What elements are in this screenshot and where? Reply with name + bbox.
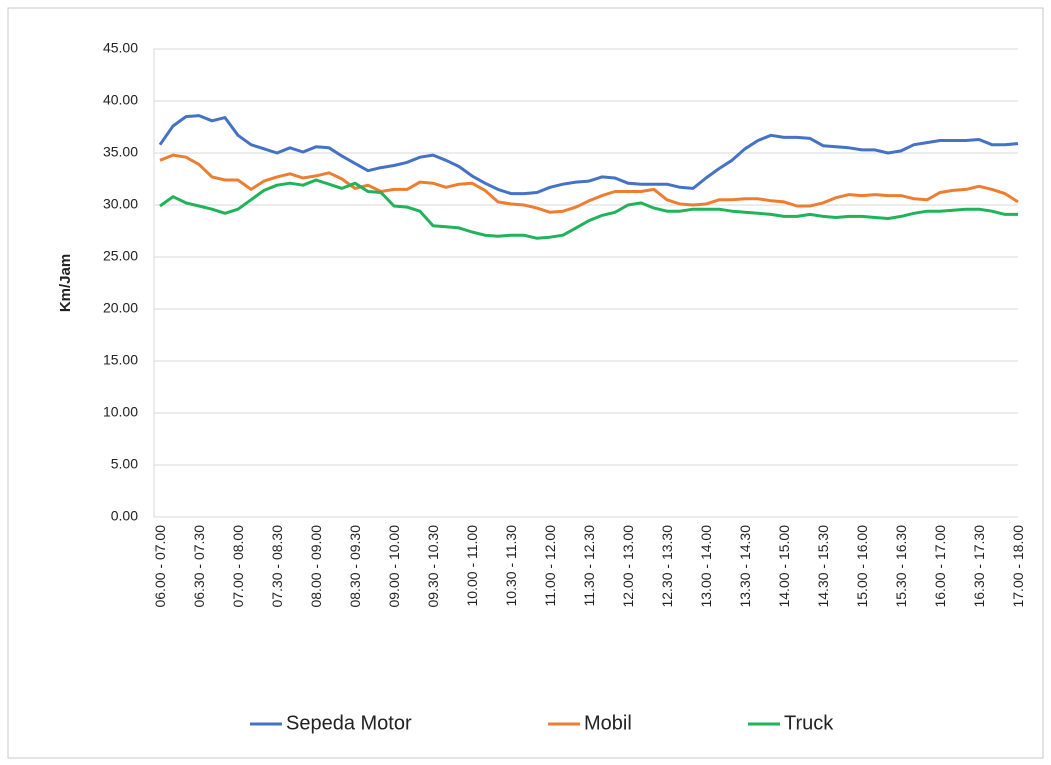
legend-label: Mobil (584, 712, 632, 734)
y-axis-label: Km/Jam (57, 254, 74, 312)
y-tick-label: 35.00 (103, 144, 138, 160)
y-tick-label: 30.00 (103, 196, 138, 212)
y-tick-label: 15.00 (103, 352, 138, 368)
x-tick-label: 13.30 - 14.30 (737, 525, 753, 608)
x-tick-label: 12.00 - 13.00 (620, 525, 636, 608)
y-tick-label: 25.00 (103, 248, 138, 264)
x-tick-label: 09.00 - 10.00 (386, 525, 402, 608)
y-tick-label: 0.00 (111, 508, 138, 524)
y-tick-label: 5.00 (111, 456, 138, 472)
x-tick-label: 14.00 - 15.00 (776, 525, 792, 608)
x-tick-label: 09.30 - 10.30 (425, 525, 441, 608)
x-tick-label: 17.00 - 18.00 (1010, 525, 1026, 608)
x-tick-label: 07.30 - 08.30 (269, 525, 285, 608)
y-tick-label: 10.00 (103, 404, 138, 420)
x-tick-label: 08.30 - 09.30 (347, 525, 363, 608)
legend-label: Truck (784, 712, 834, 734)
y-tick-label: 45.00 (103, 40, 138, 56)
legend-label: Sepeda Motor (286, 712, 412, 734)
x-tick-label: 16.00 - 17.00 (932, 525, 948, 608)
x-tick-label: 11.30 - 12.30 (581, 525, 597, 607)
x-tick-label: 14.30 - 15.30 (815, 525, 831, 608)
x-tick-label: 16.30 - 17.30 (971, 525, 987, 608)
x-tick-label: 15.30 - 16.30 (893, 525, 909, 608)
x-tick-label: 10.30 - 11.30 (503, 525, 519, 607)
series-line (159, 153, 1019, 214)
series-line (159, 178, 1018, 240)
x-tick-label: 11.00 - 12.00 (542, 525, 558, 607)
x-tick-label: 06.30 - 07.30 (191, 525, 207, 608)
x-tick-label: 06.00 - 07.00 (152, 525, 168, 608)
y-tick-label: 20.00 (103, 300, 138, 316)
y-tick-label: 40.00 (103, 92, 138, 108)
x-tick-label: 10.00 - 11.00 (464, 525, 480, 607)
x-tick-label: 07.00 - 08.00 (230, 525, 246, 608)
x-tick-label: 13.00 - 14.00 (698, 525, 714, 608)
chart-border (7, 7, 1044, 759)
x-tick-label: 12.30 - 13.30 (659, 525, 675, 608)
series-line (158, 114, 1019, 196)
x-tick-label: 15.00 - 16.00 (854, 525, 870, 608)
x-tick-label: 08.00 - 09.00 (308, 525, 324, 608)
